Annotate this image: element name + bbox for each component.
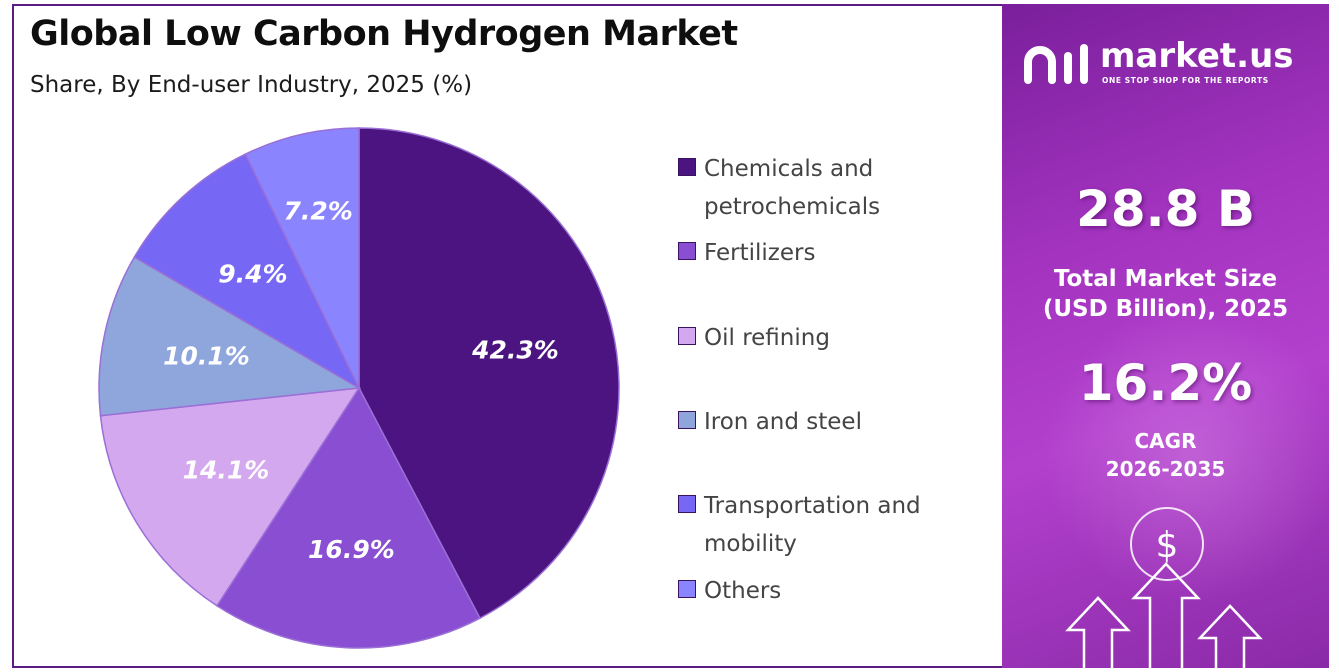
pie-label-iron-steel: 10.1% (163, 341, 250, 370)
legend-swatch-others (678, 580, 696, 598)
brand-name: market.us (1100, 36, 1294, 76)
legend-label-others: Others (704, 578, 782, 604)
legend-label-oil-refining: Oil refining (704, 325, 830, 351)
market-size-value: 28.8 B (1076, 180, 1255, 238)
chart-subtitle: Share, By End-user Industry, 2025 (%) (30, 72, 473, 98)
legend-label-transportation: Transportation and mobility (704, 493, 921, 557)
chart-title: Global Low Carbon Hydrogen Market (30, 14, 738, 54)
pie-slice-transportation (133, 153, 361, 390)
legend-label-iron-steel: Iron and steel (704, 409, 862, 435)
legend-swatch-oil-refining (678, 327, 696, 345)
cagr-period: 2026-2035 (1105, 457, 1226, 481)
legend-label-fertilizers: Fertilizers (704, 240, 816, 266)
pie-label-others: 7.2% (284, 197, 353, 226)
pie-slice-iron-steel (98, 256, 362, 417)
legend-swatch-iron-steel (678, 411, 696, 429)
legend-swatch-fertilizers (678, 242, 696, 260)
pie-slice-chemicals (358, 127, 620, 620)
summary-panel: market.us ONE STOP SHOP FOR THE REPORTS … (1002, 4, 1329, 668)
legend-swatch-transportation (678, 495, 696, 513)
brand-tagline: ONE STOP SHOP FOR THE REPORTS (1102, 76, 1269, 85)
dollar-sign: $ (1156, 525, 1179, 566)
pie-label-oil-refining: 14.1% (183, 456, 270, 485)
cagr-value: 16.2% (1078, 354, 1253, 412)
pie-label-fertilizers: 16.9% (308, 535, 395, 564)
market-size-label-line1: Total Market Size (1053, 266, 1278, 292)
pie-slice-others (244, 127, 360, 389)
market-size-label-line2: (USD Billion), 2025 (1042, 296, 1289, 322)
market-us-logo-icon (1024, 44, 1088, 84)
pie-slice-oil-refining (99, 387, 361, 607)
pie-chart: 42.3% 16.9% 14.1% 10.1% 9.4% 7.2% (98, 127, 620, 649)
cagr-label: CAGR (1134, 429, 1197, 453)
pie-slice-fertilizers (215, 386, 481, 649)
growth-arrows-icon: $ (1065, 507, 1263, 668)
panel-background-glow (1042, 304, 1329, 604)
pie-label-chemicals: 42.3% (471, 335, 559, 364)
pie-label-transportation: 9.4% (218, 260, 287, 289)
legend-swatch-chemicals (678, 158, 696, 176)
legend-label-chemicals: Chemicals and petrochemicals (704, 156, 881, 220)
